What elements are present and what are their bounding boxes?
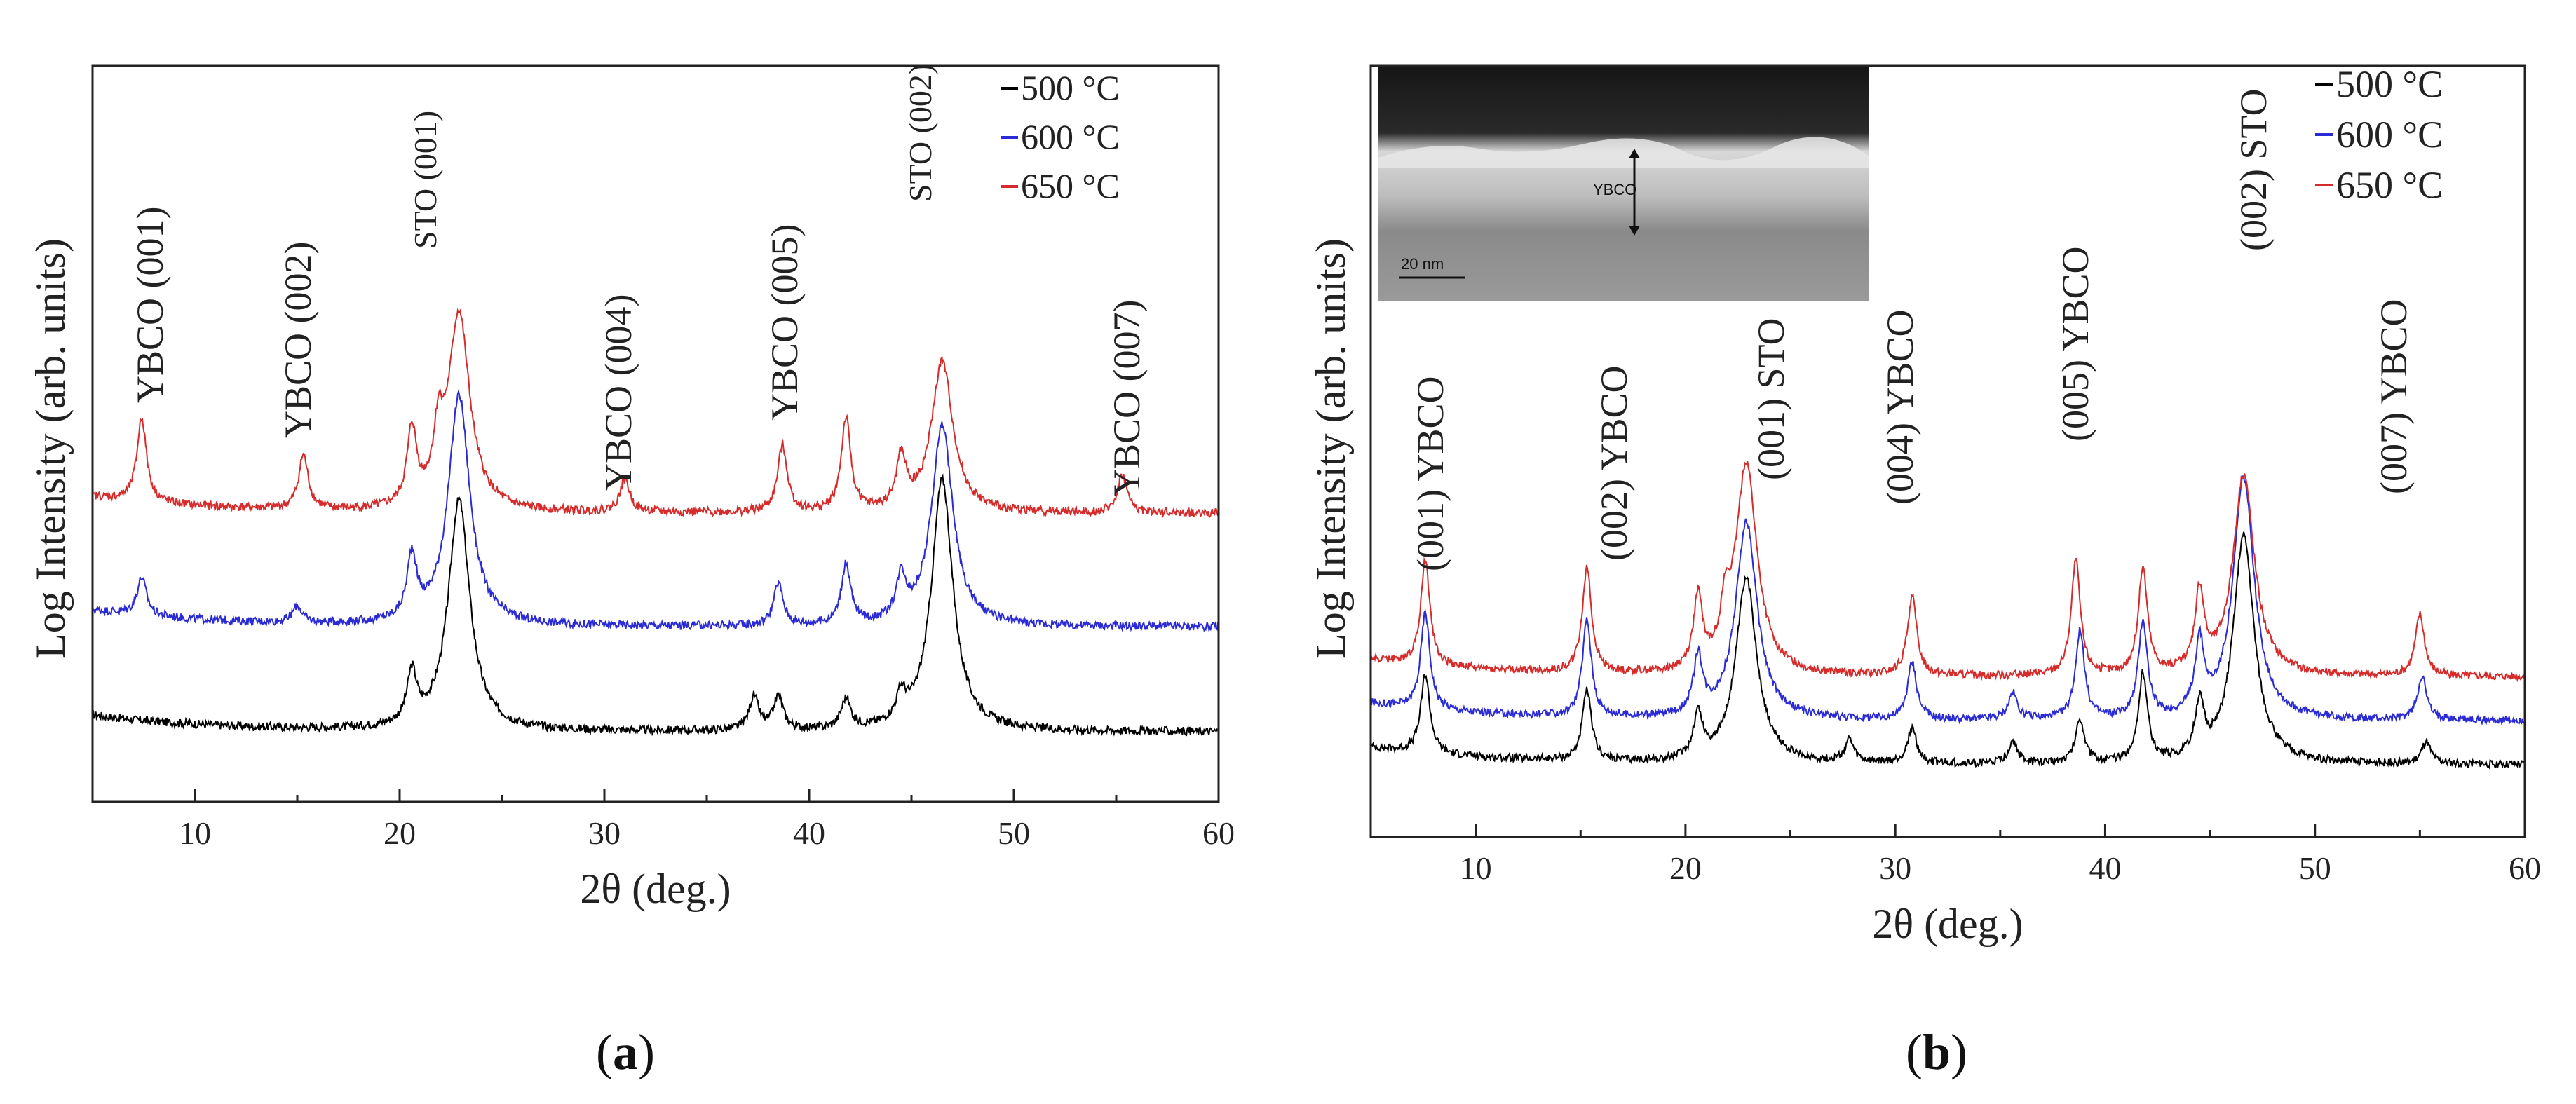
panel-b-ticks: 10 20 30 40 50 60 [1369, 824, 2541, 886]
panel-a-caption: (a) [596, 1024, 655, 1080]
inset-film-surface [1378, 137, 1869, 168]
series-line-500 [1370, 531, 2526, 770]
legend-label-600: 600 °C [2336, 114, 2443, 156]
x-tick-label: 30 [1879, 850, 1911, 886]
x-tick-label: 10 [179, 815, 211, 851]
peak-label: YBCO (002) [277, 242, 319, 439]
x-tick-label: 50 [2299, 850, 2331, 886]
panel-b: 10 20 30 40 50 60 2θ (deg.) Log Intensity (ar… [1308, 63, 2541, 947]
peak-label: YBCO (007) [1106, 300, 1148, 497]
legend-label-600: 600 °C [1021, 117, 1120, 156]
x-tick-label: 10 [1460, 850, 1492, 886]
x-tick-label: 20 [384, 815, 416, 851]
x-tick-label: 30 [588, 815, 621, 851]
x-tick-label: 60 [1202, 815, 1235, 851]
panel-a-frame [91, 64, 1220, 803]
panel-b-frame [1369, 64, 2526, 838]
peak-label: STO (001) [407, 111, 443, 249]
series-line-500 [92, 473, 1219, 737]
x-tick-label: 20 [1669, 850, 1702, 886]
peak-label: (004) YBCO [1879, 310, 1921, 505]
peak-label: (002) YBCO [1593, 366, 1635, 561]
legend-label-500: 500 °C [1021, 68, 1120, 107]
panel-a-caption-letter: a [612, 1024, 638, 1080]
inset-arrow-bottom [1629, 226, 1640, 236]
panel-a-xlabel: 2θ (deg.) [580, 866, 731, 912]
inset-arrow-top [1629, 149, 1640, 158]
panel-a-traces [92, 308, 1219, 737]
series-line-600 [1371, 475, 2526, 726]
panel-a-legend: 500 °C 600 °C 650 °C [1001, 68, 1120, 205]
inset-image [1378, 67, 1869, 301]
panel-b-xlabel: 2θ (deg.) [1872, 901, 2023, 947]
peak-label: (007) YBCO [2373, 299, 2415, 495]
series-line-650 [1370, 461, 2526, 683]
peak-label: (001) YBCO [1409, 376, 1451, 572]
panel-b-ylabel: Log Intensity (arb. units) [1308, 238, 1354, 659]
tem-inset: YBCO 20 nm [1378, 67, 1869, 301]
panel-a-ylabel: Log Intensity (arb. units) [27, 238, 74, 659]
peak-label: (001) STO [1750, 318, 1792, 480]
panel-b-legend: 500 °C 600 °C 650 °C [2315, 63, 2443, 206]
panel-b-caption: (b) [1906, 1024, 1968, 1080]
legend-label-650: 650 °C [1021, 166, 1120, 205]
x-tick-label: 50 [998, 815, 1030, 851]
legend-label-500: 500 °C [2336, 63, 2443, 105]
series-line-600 [92, 388, 1219, 632]
legend-label-650: 650 °C [2336, 164, 2443, 206]
x-tick-label: 40 [793, 815, 825, 851]
inset-label: YBCO [1593, 181, 1636, 198]
panel-b-caption-letter: b [1922, 1024, 1951, 1080]
peak-label: YBCO (001) [129, 207, 171, 404]
peak-label: (002) STO [2232, 88, 2275, 251]
peak-label: STO (002) [902, 64, 938, 202]
peak-label: YBCO (005) [764, 224, 806, 421]
peak-label: (005) YBCO [2054, 247, 2096, 442]
panel-b-traces [1370, 461, 2526, 770]
inset-scale-label: 20 nm [1401, 255, 1444, 273]
peak-label: YBCO (004) [597, 294, 639, 491]
series-line-650 [92, 308, 1219, 519]
panel-a: 10 20 30 40 50 60 2θ (deg.) Log Intensity (ar… [27, 64, 1235, 912]
x-tick-label: 40 [2089, 850, 2121, 886]
x-tick-label: 60 [2509, 850, 2541, 886]
panel-a-ticks: 10 20 30 40 50 60 [91, 789, 1235, 851]
